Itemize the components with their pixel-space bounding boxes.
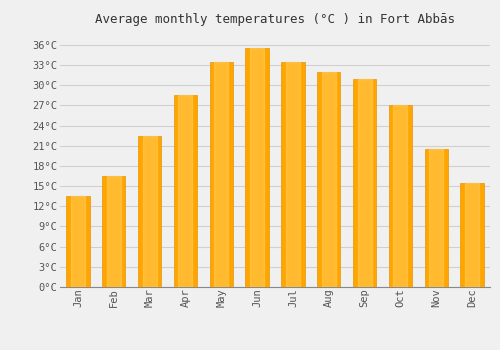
Bar [358, 78, 372, 287]
Bar [286, 62, 300, 287]
Bar [250, 48, 264, 287]
Bar [178, 95, 192, 287]
Bar [66, 196, 90, 287]
Title: Average monthly temperatures (°C ) in Fort Abbās: Average monthly temperatures (°C ) in Fo… [95, 13, 455, 26]
Bar [142, 136, 156, 287]
Bar [282, 62, 304, 287]
Bar [424, 149, 448, 287]
Bar [214, 62, 228, 287]
Bar [394, 105, 407, 287]
Bar [174, 95, 197, 287]
Bar [246, 48, 268, 287]
Bar [317, 72, 340, 287]
Bar [460, 183, 483, 287]
Bar [107, 176, 120, 287]
Bar [102, 176, 126, 287]
Bar [71, 196, 85, 287]
Bar [322, 72, 336, 287]
Bar [353, 78, 376, 287]
Bar [430, 149, 443, 287]
Bar [210, 62, 233, 287]
Bar [465, 183, 479, 287]
Bar [138, 136, 161, 287]
Bar [389, 105, 412, 287]
